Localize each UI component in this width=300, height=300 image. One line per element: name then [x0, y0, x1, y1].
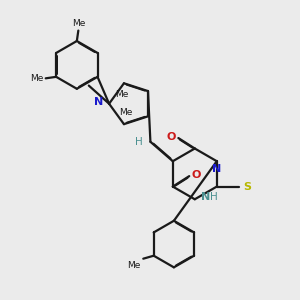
Text: H: H [210, 192, 218, 202]
Text: S: S [243, 182, 251, 192]
Text: H: H [135, 137, 143, 147]
Text: Me: Me [128, 261, 141, 270]
Text: Me: Me [72, 19, 85, 28]
Text: O: O [167, 132, 176, 142]
Text: Me: Me [115, 90, 128, 99]
Text: N: N [212, 164, 221, 174]
Text: Me: Me [119, 108, 132, 117]
Text: Me: Me [30, 74, 43, 83]
Text: O: O [192, 169, 201, 180]
Text: N: N [201, 192, 211, 202]
Text: N: N [94, 97, 104, 107]
